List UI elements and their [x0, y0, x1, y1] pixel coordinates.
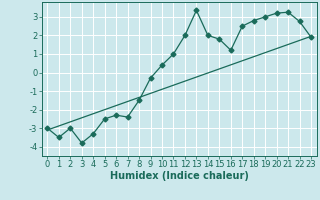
X-axis label: Humidex (Indice chaleur): Humidex (Indice chaleur)	[110, 171, 249, 181]
